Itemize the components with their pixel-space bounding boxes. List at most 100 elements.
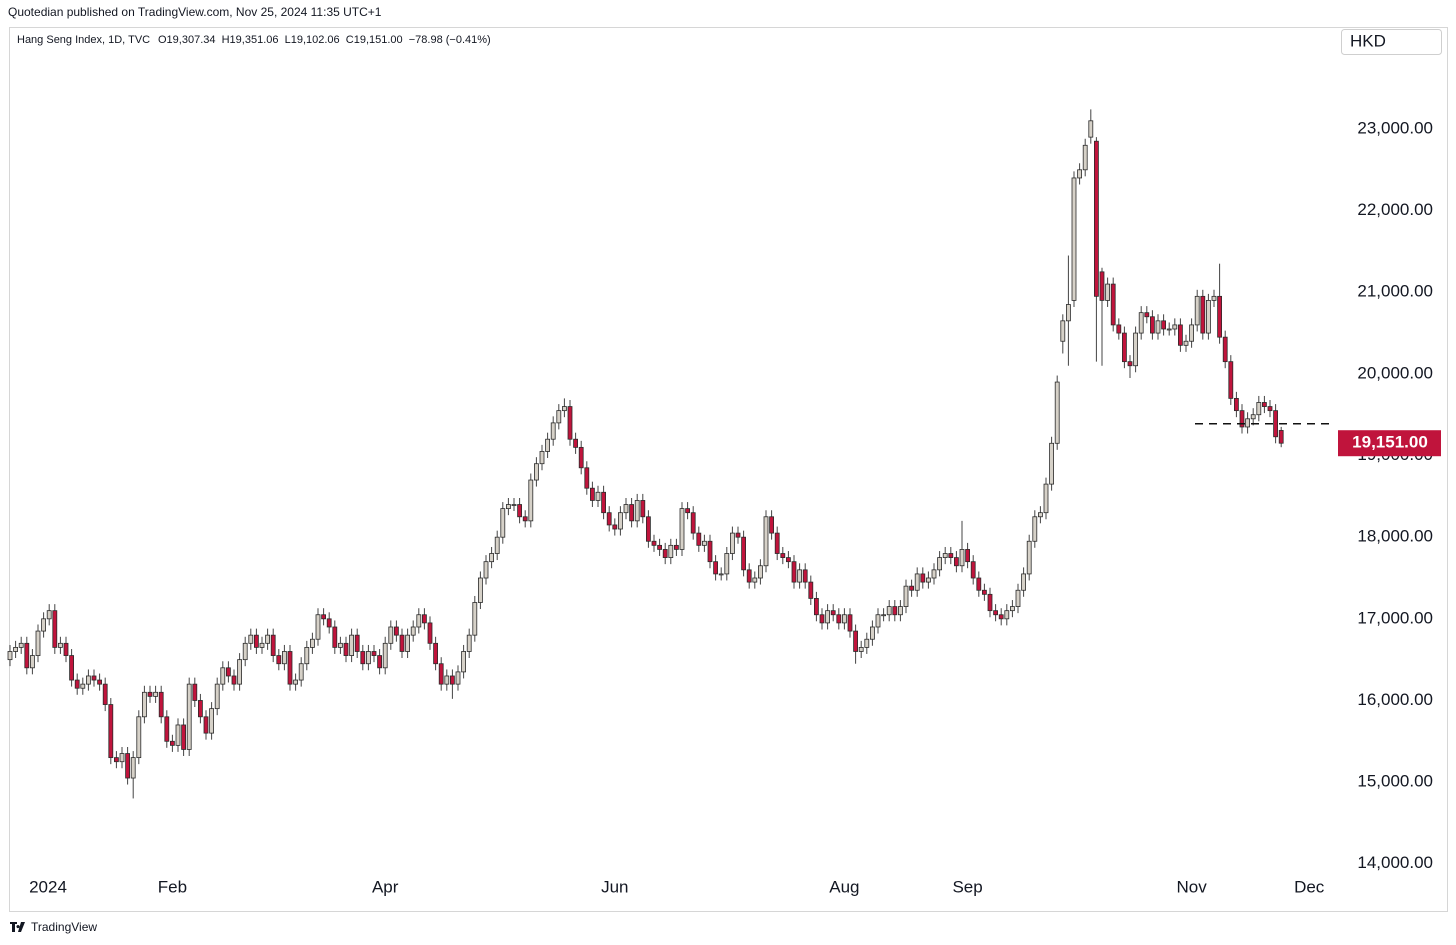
candle-body-up (870, 626, 875, 640)
candle-body-up (242, 642, 248, 661)
candle-body-down (819, 614, 825, 624)
candle-body-down (332, 626, 338, 648)
candle-body-up (337, 642, 343, 648)
candle-body-up (494, 536, 500, 554)
y-tick-label: 21,000.00 (1357, 282, 1433, 301)
candle-body-up (1060, 320, 1066, 342)
candle-body-down (1217, 295, 1222, 338)
candle-body-up (1015, 589, 1021, 607)
candle-body-up (881, 614, 886, 617)
candle-body-up (1004, 610, 1010, 620)
candle-body-down (735, 532, 741, 538)
candle-body-down (1278, 430, 1284, 444)
candle-body-down (970, 561, 976, 579)
candle-body-down (1110, 283, 1116, 326)
candle-body-down (808, 581, 814, 599)
candle-body-up (758, 565, 763, 579)
candle-body-up (1166, 328, 1172, 331)
footer-logo (10, 922, 25, 932)
candle-body-down (685, 508, 690, 514)
candle-body-up (763, 516, 769, 567)
candle-body-up (1049, 442, 1054, 485)
candle-body-down (993, 610, 998, 616)
y-tick-label: 18,000.00 (1357, 527, 1433, 546)
candle-body-down (1127, 361, 1133, 367)
candle-body-up (679, 508, 685, 550)
candle-body-down (63, 642, 69, 656)
candle-body-down (646, 516, 651, 542)
candle-body-down (965, 549, 970, 563)
candle-body-up (1183, 340, 1189, 346)
candle-body-up (382, 642, 388, 669)
candle-body-down (393, 626, 399, 636)
candle-body-down (567, 406, 573, 440)
candle-body-down (976, 577, 982, 591)
currency-label[interactable]: HKD (1350, 31, 1386, 50)
candle-body-up (858, 647, 864, 652)
candle-body-up (1172, 324, 1178, 330)
candle-body-down (231, 675, 237, 685)
candle-body-down (640, 500, 646, 518)
candle-body-up (937, 557, 942, 571)
candle-body-up (293, 679, 299, 685)
candle-body-up (903, 585, 909, 607)
candle-body-up (528, 479, 534, 522)
candle-body-up (1071, 177, 1077, 301)
last-price-box (1338, 430, 1441, 457)
candle-body-down (1200, 295, 1206, 334)
candle-body-up (220, 667, 226, 685)
candle-body-up (489, 553, 495, 563)
candle-body-up (265, 634, 271, 644)
candle-body-up (455, 671, 461, 685)
candle-body-down (998, 614, 1004, 620)
candle-body-down (321, 614, 327, 620)
candle-body-down (601, 491, 606, 514)
candle-body-up (46, 610, 52, 620)
candle-body-down (590, 487, 595, 501)
candle-body-up (1082, 144, 1088, 171)
candle-body-up (926, 577, 931, 583)
candle-body-down (203, 716, 209, 734)
candle-body-up (562, 406, 567, 412)
candle-body-up (18, 642, 24, 648)
last-price-label: 19,151.00 (1352, 433, 1428, 452)
candle-body-down (399, 634, 405, 652)
candle-body-down (1234, 397, 1239, 412)
candle-body-up (623, 504, 629, 514)
candle-body-up (136, 716, 142, 759)
y-tick-label: 22,000.00 (1357, 200, 1433, 219)
candle-body-down (1150, 316, 1155, 334)
candle-body-up (556, 410, 562, 424)
candle-body-down (651, 540, 657, 546)
candle-body-down (97, 679, 102, 685)
candle-body-down (108, 704, 114, 759)
candle-body-up (864, 638, 870, 648)
candle-body-down (982, 589, 987, 595)
candle-body-up (1066, 304, 1071, 322)
candle-body-up (1138, 312, 1144, 334)
candle-body-up (416, 614, 422, 628)
candle-body-down (377, 655, 383, 669)
candle-body-down (1122, 332, 1127, 363)
candle-body-up (1250, 414, 1256, 420)
candle-body-down (830, 610, 836, 616)
candle-body-down (91, 675, 97, 681)
candle-body-down (769, 516, 774, 534)
candle-body-up (1026, 540, 1032, 575)
candle-body-down (522, 516, 528, 522)
candle-body-up (444, 675, 450, 685)
candle-body-down (371, 651, 377, 656)
candle-body-up (550, 422, 556, 440)
candle-body-down (847, 614, 853, 632)
candle-body-down (629, 504, 634, 522)
candle-body-up (7, 651, 13, 661)
candle-body-up (825, 610, 830, 624)
candle-body-up (1043, 483, 1049, 514)
x-tick-label: Dec (1294, 877, 1325, 896)
currency-box[interactable] (1341, 29, 1442, 55)
candle-body-up (315, 614, 321, 640)
candle-body-down (1239, 410, 1245, 428)
candle-body-up (309, 638, 315, 648)
y-tick-label: 17,000.00 (1357, 608, 1433, 627)
